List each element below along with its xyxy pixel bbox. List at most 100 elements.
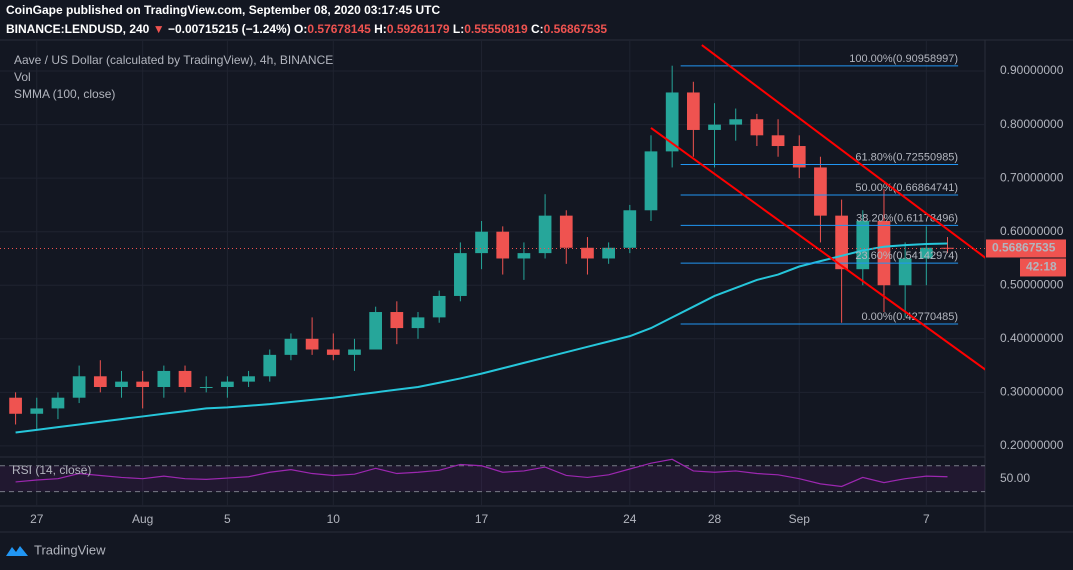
smma-line <box>15 242 948 434</box>
volume-label: Vol <box>14 70 31 84</box>
candle-body <box>941 247 954 249</box>
candle-body <box>411 317 425 329</box>
candle-body <box>602 247 615 259</box>
ohlc-label: O: <box>294 22 307 36</box>
y-tick-label: 0.90000000 <box>1000 63 1064 77</box>
overlay: 0.20000000 0.30000000 0.40000000 0.50000000… <box>0 63 1066 526</box>
rsi-label: RSI (14, close) <box>12 463 91 477</box>
candle-body <box>898 258 912 286</box>
publisher: CoinGape published on TradingView.com, S… <box>6 3 440 17</box>
candle-body <box>369 312 383 350</box>
fib-label: 38.20%(0.61178496) <box>856 212 958 224</box>
chart-title: Aave / US Dollar (calculated by TradingV… <box>14 53 333 67</box>
candle-body <box>9 397 22 414</box>
candle-body <box>136 381 150 387</box>
candle-body <box>581 247 594 259</box>
y-tick-label: 0.40000000 <box>1000 331 1064 345</box>
candle-body <box>263 354 277 377</box>
x-tick-label: Aug <box>132 512 153 526</box>
candle-body <box>199 386 213 388</box>
candle-body <box>856 220 870 270</box>
x-tick-label: Sep <box>789 512 811 526</box>
candle-body <box>919 247 933 259</box>
candle-body <box>496 231 510 259</box>
y-tick-label: 0.20000000 <box>1000 438 1064 452</box>
rsi-band <box>0 465 985 492</box>
candle-body <box>877 220 891 286</box>
x-tick-label: 5 <box>224 512 231 526</box>
x-tick-label: 10 <box>327 512 341 526</box>
logo <box>6 546 28 556</box>
candle-body <box>432 295 446 318</box>
candle-body <box>221 381 234 387</box>
ohlc-value: 0.57678145 <box>307 22 371 36</box>
fib-label: 61.80%(0.72550985) <box>855 151 958 163</box>
candle-body <box>538 215 552 254</box>
candle-body <box>454 253 467 296</box>
smma-label: SMMA (100, close) <box>14 87 115 101</box>
candle-body <box>792 146 806 168</box>
price-pane: 100.00%(0.90958997) 61.80%(0.72550985) 50.… <box>0 44 985 434</box>
candle-body <box>750 119 764 136</box>
down-arrow: ▼ <box>153 22 165 36</box>
candle-body <box>623 210 637 248</box>
candle-body <box>517 253 531 259</box>
candle-body <box>475 231 488 254</box>
candle-body <box>284 338 298 355</box>
fib-label: 23.60%(0.54142974) <box>855 250 958 262</box>
x-tick-label: 7 <box>923 512 930 526</box>
candle-body <box>30 408 44 414</box>
symbol-line: BINANCE:LENDUSD, 240 ▼ −0.00715215 (−1.2… <box>6 22 607 36</box>
x-tick-label: 24 <box>623 512 637 526</box>
ohlc-label: H: <box>374 22 387 36</box>
candle-body <box>814 167 827 216</box>
candle-body <box>72 376 86 398</box>
y-tick-label: 0.80000000 <box>1000 117 1064 131</box>
candle-body <box>686 92 700 130</box>
ohlc-value: 0.59261179 <box>387 22 450 36</box>
symbol: BINANCE:LENDUSD, 240 <box>6 22 150 36</box>
fib-label: 50.00%(0.66864741) <box>855 182 958 194</box>
candle-body <box>242 376 255 382</box>
countdown-box <box>1020 258 1066 277</box>
y-tick-label: 0.70000000 <box>1000 170 1064 184</box>
brand: TradingView <box>34 542 106 557</box>
candle-body <box>305 338 319 350</box>
candle-body <box>644 151 658 211</box>
x-tick-label: 27 <box>30 512 44 526</box>
candle-body <box>157 370 171 387</box>
y-tick-label: 0.30000000 <box>1000 385 1064 399</box>
last-price-label: 0.56867535 <box>992 241 1056 255</box>
ohlc-value: 0.55550819 <box>464 22 528 36</box>
candle-body <box>326 349 340 355</box>
candle-body <box>93 376 107 387</box>
trend-line <box>701 44 985 259</box>
last-price-box <box>986 239 1066 258</box>
candle-body <box>771 135 785 147</box>
y-tick-label: 0.60000000 <box>1000 224 1064 238</box>
ohlc-label: L: <box>453 22 464 36</box>
trend-line <box>650 127 985 371</box>
ohlc-value: 0.56867535 <box>544 22 608 36</box>
fib-label: 100.00%(0.90958997) <box>849 53 958 65</box>
candle-body <box>835 215 848 270</box>
x-tick-label: 17 <box>475 512 489 526</box>
fib-label: 0.00%(0.42770485) <box>861 311 958 323</box>
rsi-line <box>15 458 948 488</box>
candle-body <box>51 397 65 409</box>
candle-body <box>115 381 128 387</box>
candle-body <box>708 124 721 130</box>
y-tick-label: 50.00 <box>1000 471 1030 485</box>
y-tick-label: 0.50000000 <box>1000 277 1064 291</box>
x-tick-label: 28 <box>708 512 722 526</box>
ohlc-label: C: <box>531 22 544 36</box>
candle-body <box>178 370 192 387</box>
candle-body <box>348 349 361 355</box>
countdown: 42:18 <box>1026 260 1057 274</box>
candle-body <box>390 312 404 329</box>
candle-body <box>665 92 679 152</box>
change: −0.00715215 (−1.24%) <box>168 22 291 36</box>
candle-body <box>559 215 573 248</box>
candle-body <box>729 119 743 125</box>
